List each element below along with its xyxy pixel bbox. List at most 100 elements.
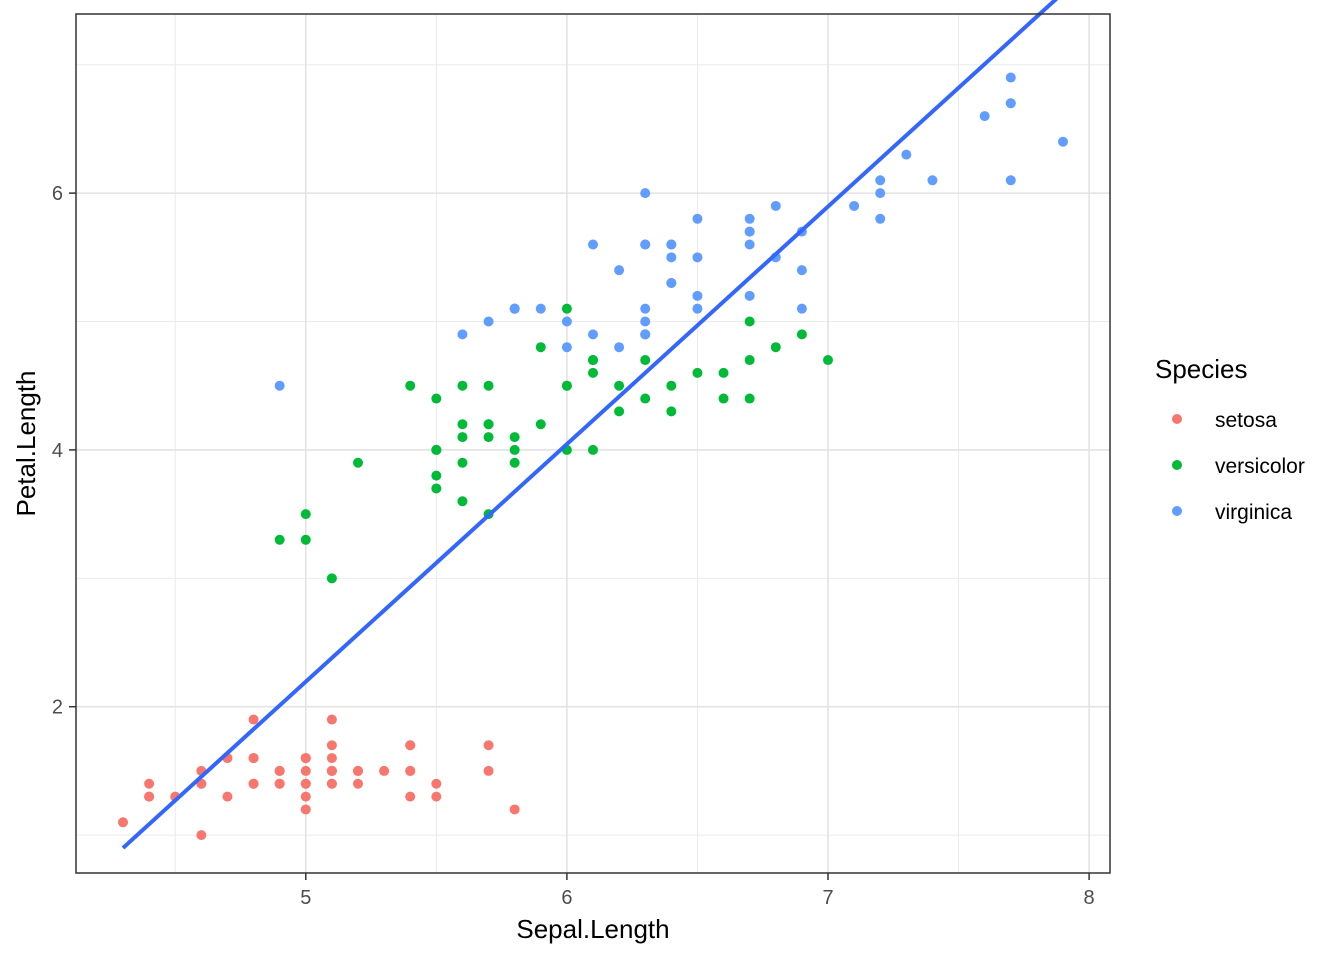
point-versicolor-38 (457, 432, 468, 443)
point-virginica-47 (692, 290, 703, 301)
point-setosa-30 (248, 753, 259, 764)
point-virginica-9 (875, 175, 886, 186)
point-virginica-18 (1005, 72, 1016, 83)
point-setosa-46 (326, 753, 337, 764)
y-tick-label-2: 6 (52, 183, 63, 205)
legend-key-versicolor (1172, 460, 1182, 470)
point-versicolor-1 (666, 380, 677, 391)
point-setosa-22 (196, 830, 207, 841)
point-versicolor-46 (483, 419, 494, 430)
trend-line (121, 0, 1059, 850)
point-virginica-23 (640, 329, 651, 340)
point-versicolor-23 (588, 355, 598, 366)
point-setosa-7 (300, 765, 311, 776)
point-versicolor-9 (353, 457, 363, 468)
point-versicolor-16 (457, 380, 468, 391)
point-versicolor-15 (744, 393, 755, 404)
point-setosa-8 (144, 778, 155, 789)
point-virginica-30 (927, 175, 938, 186)
point-versicolor-2 (796, 329, 807, 340)
point-virginica-16 (692, 252, 703, 263)
point-versicolor-4 (692, 367, 703, 378)
point-setosa-24 (248, 714, 259, 725)
point-versicolor-0 (823, 355, 833, 366)
point-virginica-13 (483, 316, 494, 327)
point-virginica-39 (796, 265, 807, 276)
point-versicolor-6 (640, 355, 651, 366)
x-axis-title: Sepal.Length (516, 914, 669, 944)
point-setosa-49 (300, 778, 311, 789)
point-virginica-32 (666, 239, 677, 250)
point-virginica-31 (1058, 136, 1068, 147)
point-versicolor-42 (509, 444, 520, 455)
point-versicolor-24 (666, 406, 677, 417)
legend-items: setosa versicolor virginica (1172, 409, 1305, 524)
point-virginica-19 (561, 316, 572, 327)
point-versicolor-21 (588, 444, 598, 455)
point-versicolor-32 (509, 457, 520, 468)
point-virginica-43 (770, 200, 781, 211)
point-setosa-32 (353, 765, 363, 776)
point-setosa-14 (509, 804, 520, 815)
point-virginica-46 (640, 316, 651, 327)
point-virginica-35 (1005, 175, 1016, 186)
trend-line-group (121, 0, 1059, 850)
point-versicolor-43 (300, 534, 311, 545)
point-versicolor-30 (431, 470, 442, 481)
point-setosa-48 (379, 765, 390, 776)
point-virginica-33 (640, 303, 651, 314)
point-setosa-39 (326, 765, 337, 776)
legend-label-virginica: virginica (1215, 501, 1292, 524)
point-versicolor-49 (483, 432, 494, 443)
point-setosa-36 (431, 791, 442, 802)
point-versicolor-40 (431, 393, 442, 404)
point-versicolor-27 (744, 316, 755, 327)
point-virginica-22 (1005, 98, 1016, 109)
point-versicolor-19 (457, 457, 468, 468)
point-virginica-27 (588, 329, 598, 340)
point-virginica-26 (614, 342, 625, 353)
point-versicolor-7 (274, 534, 285, 545)
legend-key-setosa (1172, 414, 1182, 424)
point-versicolor-8 (718, 367, 729, 378)
point-versicolor-37 (640, 393, 651, 404)
point-setosa-43 (300, 753, 311, 764)
point-setosa-18 (483, 740, 494, 751)
point-versicolor-44 (457, 419, 468, 430)
data-points (118, 72, 1068, 841)
point-setosa-44 (326, 714, 337, 725)
point-versicolor-41 (588, 367, 598, 378)
point-versicolor-14 (457, 496, 468, 507)
point-virginica-7 (901, 149, 912, 160)
x-tick-label-1: 6 (561, 887, 572, 909)
point-versicolor-20 (535, 342, 546, 353)
y-tick-label-1: 4 (52, 440, 63, 462)
point-setosa-42 (144, 791, 155, 802)
point-setosa-2 (222, 791, 233, 802)
point-virginica-34 (588, 239, 598, 250)
point-versicolor-18 (614, 380, 625, 391)
panel-border (75, 13, 1111, 874)
point-virginica-37 (666, 252, 677, 263)
point-virginica-49 (535, 303, 546, 314)
point-setosa-31 (405, 765, 416, 776)
point-setosa-40 (300, 791, 311, 802)
point-virginica-48 (614, 265, 625, 276)
point-virginica-6 (274, 380, 285, 391)
legend-label-setosa: setosa (1215, 409, 1277, 432)
point-versicolor-47 (614, 406, 625, 417)
point-virginica-4 (692, 213, 703, 224)
point-versicolor-5 (483, 380, 494, 391)
point-virginica-5 (979, 111, 990, 122)
legend-label-versicolor: versicolor (1215, 455, 1305, 478)
point-virginica-38 (561, 342, 572, 353)
point-setosa-17 (326, 778, 337, 789)
point-virginica-25 (875, 188, 886, 199)
legend: Species setosa versicolor virginica (1155, 354, 1305, 524)
point-setosa-13 (118, 817, 128, 828)
point-setosa-16 (405, 791, 416, 802)
point-setosa-15 (483, 765, 494, 776)
point-setosa-34 (274, 765, 285, 776)
